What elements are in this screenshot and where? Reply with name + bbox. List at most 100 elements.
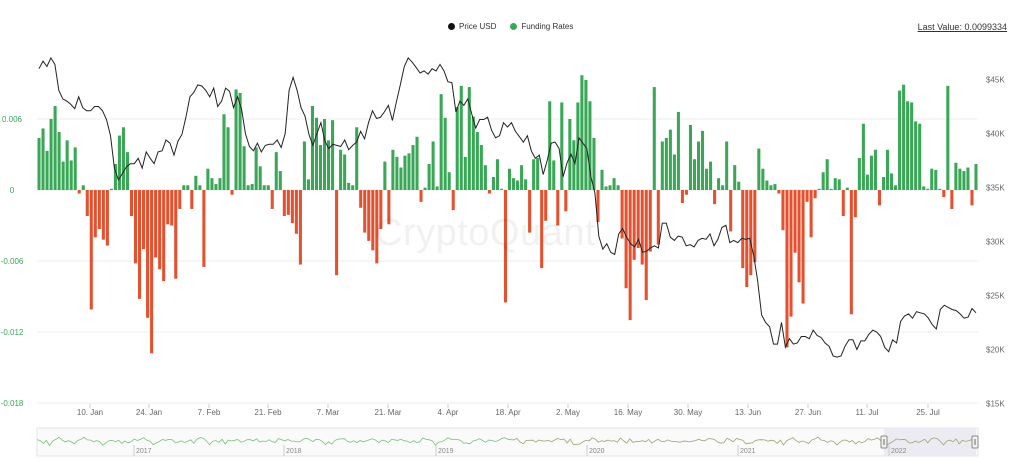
funding-bar[interactable] (532, 159, 536, 190)
funding-bar[interactable] (41, 128, 45, 190)
funding-bar[interactable] (753, 190, 757, 263)
funding-bar[interactable] (636, 190, 640, 248)
navigator-track[interactable] (36, 427, 979, 457)
funding-bar[interactable] (624, 190, 628, 289)
funding-bar[interactable] (166, 190, 170, 225)
funding-bar[interactable] (182, 185, 186, 190)
funding-bar[interactable] (705, 168, 709, 190)
funding-bar[interactable] (648, 190, 652, 252)
funding-bar[interactable] (451, 190, 455, 211)
funding-bar[interactable] (318, 145, 323, 190)
funding-bar[interactable] (512, 178, 516, 190)
funding-bar[interactable] (749, 190, 753, 276)
funding-bar[interactable] (274, 152, 278, 190)
funding-bar[interactable] (467, 87, 471, 190)
funding-bar[interactable] (676, 111, 680, 190)
funding-bar[interactable] (206, 168, 210, 190)
funding-bar[interactable] (829, 188, 833, 190)
funding-bar[interactable] (495, 159, 499, 190)
funding-bar[interactable] (894, 185, 898, 190)
funding-bar[interactable] (250, 184, 254, 190)
funding-bar[interactable] (113, 163, 117, 190)
funding-bar[interactable] (335, 190, 339, 276)
funding-bar[interactable] (363, 190, 367, 233)
funding-bar[interactable] (773, 184, 777, 190)
funding-bar[interactable] (230, 190, 234, 195)
funding-bar[interactable] (608, 185, 612, 190)
funding-bar[interactable] (479, 145, 483, 190)
funding-bar[interactable] (327, 140, 331, 190)
funding-bar[interactable] (761, 168, 765, 190)
funding-bar[interactable] (520, 165, 524, 190)
funding-bar[interactable] (294, 190, 298, 234)
funding-bar[interactable] (516, 180, 520, 190)
funding-bar[interactable] (869, 155, 873, 190)
funding-bar[interactable] (616, 185, 620, 190)
funding-bar[interactable] (258, 166, 262, 190)
funding-bar[interactable] (954, 162, 958, 190)
funding-bar[interactable] (556, 190, 560, 226)
funding-bar[interactable] (644, 190, 648, 301)
funding-bar[interactable] (588, 101, 592, 190)
funding-bar[interactable] (966, 167, 970, 190)
funding-bar[interactable] (310, 105, 314, 190)
funding-bar[interactable] (419, 190, 423, 202)
funding-bar[interactable] (302, 141, 306, 190)
funding-bar[interactable] (841, 190, 845, 217)
funding-bar[interactable] (323, 119, 327, 190)
funding-bar[interactable] (89, 190, 93, 310)
funding-bar[interactable] (785, 190, 789, 348)
funding-bar[interactable] (415, 136, 419, 190)
funding-bar[interactable] (769, 185, 773, 190)
funding-bar[interactable] (701, 130, 705, 190)
funding-bar[interactable] (572, 140, 576, 190)
funding-bar[interactable] (540, 190, 544, 269)
funding-bar[interactable] (853, 190, 857, 218)
funding-bar[interactable] (958, 168, 962, 190)
funding-bar[interactable] (600, 169, 604, 190)
funding-bar[interactable] (367, 190, 371, 241)
funding-bar[interactable] (214, 184, 218, 190)
last-value-link[interactable]: Last Value: 0.0099334 (917, 22, 1007, 32)
funding-bar[interactable] (801, 190, 805, 304)
funding-bar[interactable] (134, 190, 138, 264)
funding-bar[interactable] (942, 190, 946, 198)
funding-bar[interactable] (580, 75, 584, 190)
funding-bar[interactable] (664, 137, 668, 190)
funding-bars[interactable] (37, 75, 978, 354)
funding-bar[interactable] (632, 190, 636, 260)
funding-bar[interactable] (725, 141, 729, 190)
funding-bar[interactable] (222, 114, 226, 190)
funding-bar[interactable] (45, 150, 49, 190)
funding-bar[interactable] (427, 163, 431, 190)
funding-bar[interactable] (821, 172, 825, 190)
funding-bar[interactable] (668, 129, 672, 190)
funding-bar[interactable] (266, 185, 270, 190)
funding-bar[interactable] (709, 161, 713, 190)
funding-bar[interactable] (584, 79, 588, 190)
funding-bar[interactable] (660, 141, 664, 190)
funding-bar[interactable] (178, 190, 182, 209)
funding-bar[interactable] (733, 165, 737, 190)
funding-bar[interactable] (463, 156, 467, 190)
funding-bar[interactable] (717, 178, 721, 190)
funding-bar[interactable] (881, 176, 886, 190)
funding-bar[interactable] (423, 187, 427, 190)
funding-bar[interactable] (218, 178, 222, 190)
funding-bar[interactable] (234, 89, 238, 190)
funding-bar[interactable] (688, 124, 692, 190)
funding-bar[interactable] (411, 145, 415, 190)
funding-bar[interactable] (49, 119, 53, 190)
funding-bar[interactable] (351, 185, 355, 190)
funding-bar[interactable] (503, 190, 508, 303)
funding-bar[interactable] (57, 132, 61, 190)
funding-bar[interactable] (242, 146, 246, 190)
funding-bar[interactable] (813, 190, 817, 199)
funding-bar[interactable] (825, 159, 829, 190)
funding-bar[interactable] (837, 179, 841, 190)
funding-bar[interactable] (186, 185, 190, 190)
funding-bar[interactable] (487, 190, 491, 194)
funding-bar[interactable] (138, 190, 142, 299)
funding-bar[interactable] (873, 149, 877, 190)
funding-bar[interactable] (403, 155, 407, 190)
